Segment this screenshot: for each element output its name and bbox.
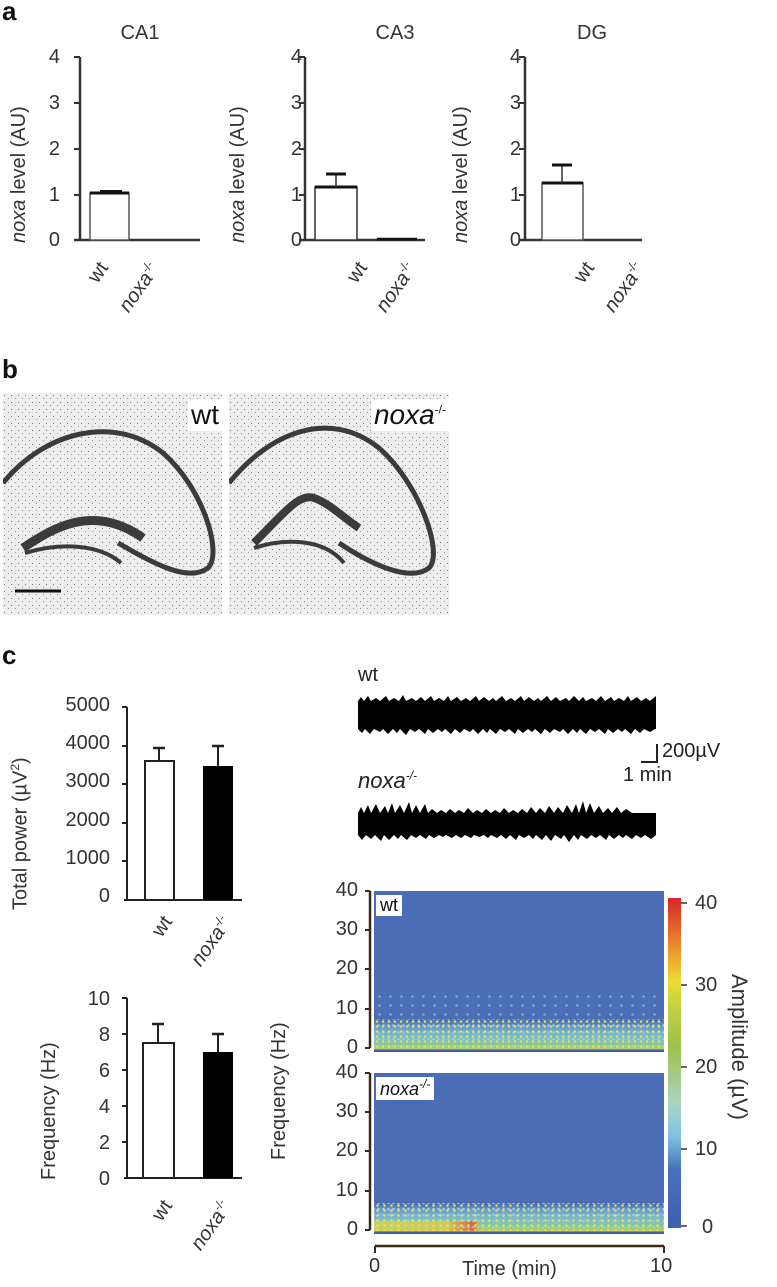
- y-tick: 4000: [65, 732, 111, 754]
- chart-title-dg: DG: [577, 22, 607, 44]
- y-tick: 8: [98, 1024, 110, 1046]
- y-axis-label: Frequency (Hz): [268, 1022, 290, 1160]
- spectrogram-label-wt: wt: [376, 895, 402, 916]
- x-tick-wt: wt: [147, 1196, 178, 1226]
- bar-wt: [142, 1042, 175, 1179]
- y-tick: 3: [290, 92, 302, 114]
- x-tick-noxa-ko: noxa-/-: [371, 258, 415, 317]
- y-axis-label: Total power (µV2): [8, 757, 32, 910]
- x-tick-noxa-ko: noxa-/-: [186, 912, 230, 971]
- panel-a-letter: a: [2, 0, 17, 26]
- y-tick: 3: [48, 92, 60, 114]
- eeg-trace-wt: [358, 695, 656, 735]
- bar-wt: [89, 192, 130, 241]
- y-tick: 2000: [65, 809, 111, 831]
- y-tick: 10: [87, 988, 110, 1010]
- y-tick: 2: [98, 1132, 110, 1154]
- y-tick: 30: [335, 918, 358, 940]
- colorbar: [668, 898, 681, 1228]
- trace-label-wt: wt: [358, 664, 378, 686]
- scale-time-label: 1 min: [623, 764, 672, 786]
- y-tick: 10: [335, 997, 358, 1019]
- y-tick: 3: [509, 92, 521, 114]
- image-label-noxa-ko: noxa-/-: [370, 399, 449, 431]
- y-tick: 6: [98, 1060, 110, 1082]
- y-tick: 0: [290, 229, 302, 251]
- scale-amplitude-label: 200µV: [662, 740, 721, 762]
- y-axis-label: noxa level (AU): [8, 106, 30, 243]
- plot-area-ca3: [299, 56, 425, 242]
- y-tick: 20: [335, 1139, 358, 1161]
- image-label-wt: wt: [188, 399, 222, 431]
- chart-title-ca1: CA1: [120, 22, 160, 44]
- panel-b-letter: b: [2, 354, 18, 384]
- y-tick: 1: [509, 184, 521, 206]
- x-tick-wt: wt: [342, 258, 373, 288]
- colorbar-ticks: [681, 902, 687, 1227]
- y-tick: 40: [335, 879, 358, 901]
- colorbar-tick: 30: [695, 974, 718, 996]
- x-tick-wt: wt: [569, 258, 600, 288]
- spectrogram-label-noxa-ko: noxa-/-: [376, 1077, 435, 1100]
- scale-bar-icon: [641, 744, 658, 763]
- y-tick: 4: [509, 46, 521, 68]
- x-axis-label: Time (min): [462, 1258, 557, 1280]
- plot-area-frequency: [122, 997, 242, 1179]
- hippocampus-image-wt: wt: [3, 393, 222, 615]
- x-tick-noxa-ko: noxa-/-: [599, 258, 643, 317]
- colorbar-tick: 20: [695, 1056, 718, 1078]
- y-tick: 2: [509, 138, 521, 160]
- y-tick: 5000: [65, 694, 111, 716]
- spectrogram-x-axis: [374, 1244, 665, 1253]
- y-tick: 4: [48, 46, 60, 68]
- y-tick: 0: [509, 229, 521, 251]
- y-tick: 20: [335, 957, 358, 979]
- x-tick-noxa-ko: noxa-/-: [114, 258, 158, 317]
- bar-wt: [314, 186, 358, 241]
- colorbar-tick: 10: [695, 1138, 718, 1160]
- chart-title-ca3: CA3: [375, 22, 415, 44]
- trace-label-noxa-ko: noxa-/-: [358, 768, 418, 793]
- x-tick-wt: wt: [147, 912, 178, 942]
- y-tick: 40: [335, 1061, 358, 1083]
- plot-area-ca1: [74, 56, 200, 242]
- bar-wt: [144, 760, 175, 901]
- y-tick: 1: [290, 184, 302, 206]
- colorbar-label: Amplitude (µV): [727, 974, 752, 1120]
- y-tick: 1000: [65, 847, 111, 869]
- y-axis-label: noxa level (AU): [227, 106, 249, 243]
- colorbar-tick: 0: [702, 1216, 714, 1238]
- y-tick: 0: [48, 229, 60, 251]
- y-tick: 0: [98, 885, 110, 907]
- y-tick: 3000: [65, 770, 111, 792]
- eeg-trace-noxa-ko: [358, 801, 656, 842]
- y-tick: 10: [335, 1179, 358, 1201]
- bar-noxa-ko: [203, 1052, 233, 1178]
- x-tick-0: 0: [369, 1255, 381, 1277]
- bar-wt: [541, 182, 584, 241]
- y-tick: 2: [48, 138, 60, 160]
- colorbar-tick: 40: [695, 892, 718, 914]
- y-tick: 0: [346, 1218, 358, 1240]
- y-tick: 30: [335, 1100, 358, 1122]
- spectrogram-axes: [365, 890, 372, 1231]
- x-tick-wt: wt: [83, 258, 114, 288]
- spectrogram-wt: wt: [374, 891, 664, 1052]
- y-tick: 1: [48, 184, 60, 206]
- hippocampus-image-noxa-ko: noxa-/-: [229, 393, 449, 615]
- plot-area-dg: [519, 56, 642, 242]
- panel-c-letter: c: [2, 640, 17, 670]
- bar-noxa-ko: [203, 766, 233, 900]
- x-tick-noxa-ko: noxa-/-: [186, 1196, 230, 1255]
- y-tick: 2: [290, 138, 302, 160]
- y-axis-label: noxa level (AU): [450, 106, 472, 243]
- x-tick-10: 10: [650, 1255, 673, 1277]
- y-tick: 4: [290, 46, 302, 68]
- y-tick: 0: [346, 1036, 358, 1058]
- plot-area-total-power: [122, 706, 242, 901]
- spectrogram-noxa-ko: noxa-/-: [374, 1073, 664, 1234]
- y-tick: 0: [98, 1168, 110, 1190]
- y-tick: 4: [98, 1096, 110, 1118]
